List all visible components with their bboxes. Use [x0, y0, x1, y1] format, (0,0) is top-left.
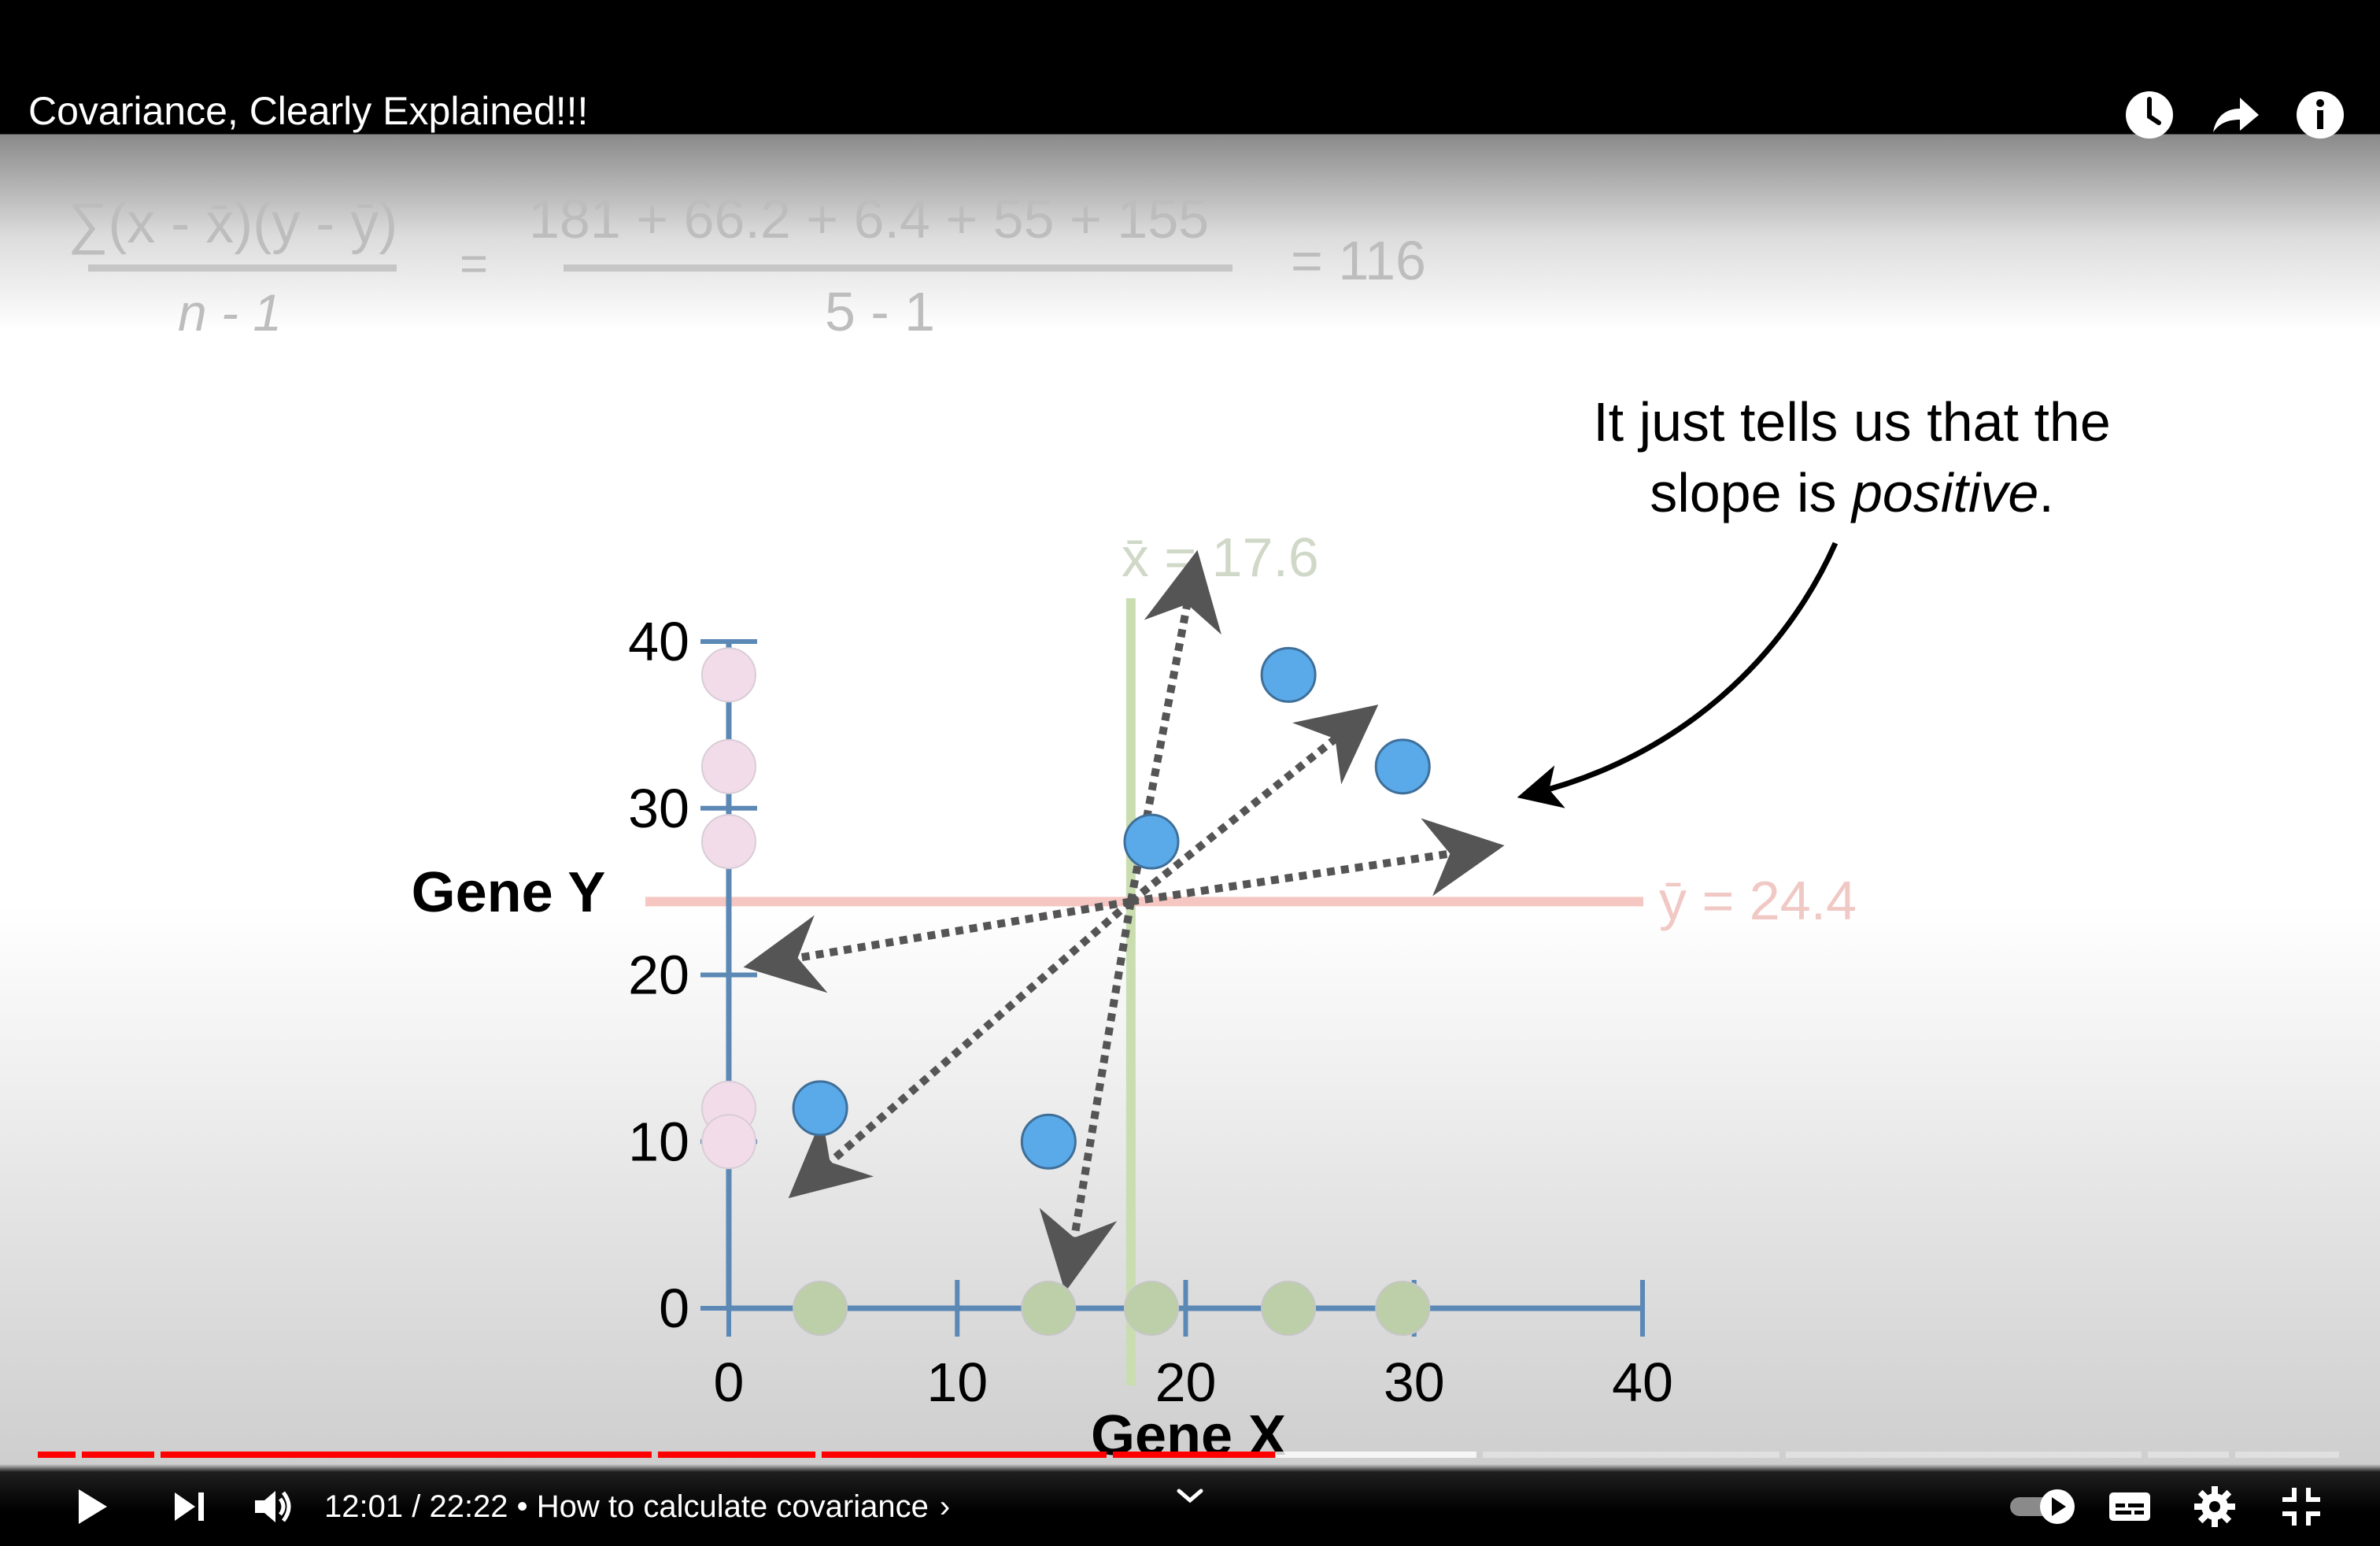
y-projection-point	[701, 647, 756, 703]
chapter-separator: •	[508, 1489, 537, 1524]
autoplay-toggle-icon[interactable]	[2007, 1483, 2082, 1530]
y-projection-point	[701, 814, 756, 870]
callout-line1: It just tells us that the	[1593, 391, 2111, 453]
exit-fullscreen-icon[interactable]	[2278, 1483, 2325, 1530]
progress-segment-played	[38, 1452, 76, 1458]
progress-segment-played	[82, 1452, 154, 1458]
formula-equals: =	[460, 237, 488, 291]
x-tick-label: 20	[1155, 1352, 1217, 1413]
y-axis-title: Gene Y	[412, 861, 606, 924]
x-projection-point	[1021, 1281, 1077, 1336]
progress-segment-buffered	[1113, 1452, 1476, 1458]
progress-segment-track	[1786, 1452, 2142, 1458]
callout-arrow	[1517, 542, 1839, 808]
formula: ∑(x - x̄)(y - ȳ) n - 1 = 181 + 66.2 + 6.…	[68, 188, 1426, 342]
time-current: 12:01	[324, 1489, 404, 1524]
progress-bar[interactable]	[0, 1447, 2380, 1463]
dotted-arrow	[1039, 901, 1135, 1293]
share-icon[interactable]	[2208, 88, 2262, 142]
progress-segment-played	[658, 1452, 815, 1458]
progress-segment-played	[161, 1452, 652, 1458]
next-icon[interactable]	[165, 1483, 213, 1530]
x-projection-point	[793, 1281, 848, 1336]
x-tick-label: 40	[1612, 1352, 1673, 1413]
volume-icon[interactable]	[249, 1483, 296, 1530]
dotted-arrow	[1128, 705, 1379, 905]
chapter-title[interactable]: How to calculate covariance	[536, 1489, 929, 1524]
x-tick-label: 10	[926, 1352, 988, 1413]
y-mean-label: ȳ = 24.4	[1659, 870, 1857, 931]
formula-middle-numerator: 181 + 66.2 + 6.4 + 55 + 155	[529, 188, 1209, 250]
data-point	[1374, 738, 1431, 795]
y-tick-label: 0	[659, 1278, 689, 1339]
x-projection-point	[1123, 1281, 1179, 1336]
settings-icon[interactable]	[2191, 1483, 2238, 1530]
dotted-arrow	[743, 897, 1132, 993]
dotted-arrow	[1126, 549, 1221, 903]
formula-left-denominator: n - 1	[178, 283, 282, 342]
y-projection-point	[701, 738, 756, 794]
play-icon[interactable]	[68, 1483, 115, 1530]
video-title[interactable]: Covariance, Clearly Explained!!!	[28, 89, 589, 133]
control-bar	[0, 1464, 2380, 1546]
data-point	[1123, 813, 1180, 870]
time-display: 12:01 / 22:22 • How to calculate covaria…	[324, 1484, 1426, 1529]
x-mean-label: x̄ = 17.6	[1122, 527, 1319, 588]
y-tick-label: 20	[628, 945, 689, 1006]
callout: It just tells us that the slope is posit…	[1517, 391, 2111, 808]
dotted-arrow	[788, 898, 1134, 1199]
top-bar: Covariance, Clearly Explained!!!	[0, 0, 2380, 139]
x-projection-point	[1261, 1281, 1317, 1336]
formula-result: = 116	[1291, 230, 1426, 291]
dotted-arrow	[1130, 818, 1505, 906]
data-point	[792, 1080, 848, 1137]
y-tick-label: 40	[628, 611, 689, 672]
x-projection-point	[1375, 1281, 1431, 1336]
progress-segment-played	[822, 1452, 1107, 1458]
data-point	[1020, 1113, 1077, 1170]
x-tick-label: 0	[714, 1352, 745, 1413]
y-tick-label: 10	[628, 1111, 689, 1172]
watch-later-icon[interactable]	[2123, 88, 2176, 142]
chapter-chevron[interactable]: ›	[939, 1489, 951, 1524]
progress-segment-track	[2235, 1452, 2339, 1458]
y-projection-point	[701, 1114, 756, 1170]
formula-middle-denominator: 5 - 1	[825, 281, 935, 342]
formula-middle-bar	[564, 264, 1232, 272]
formula-left-bar	[88, 264, 397, 272]
progress-segment-played	[1113, 1452, 1276, 1458]
time-separator: /	[403, 1489, 430, 1524]
subtitles-icon[interactable]	[2106, 1483, 2153, 1530]
formula-left-numerator: ∑(x - x̄)(y - ȳ)	[68, 192, 397, 255]
info-icon[interactable]	[2293, 88, 2347, 142]
chevron-down-icon[interactable]	[1166, 1474, 1214, 1521]
data-point	[1260, 646, 1317, 703]
progress-segment-track	[1483, 1452, 1779, 1458]
y-tick-label: 30	[628, 778, 689, 839]
progress-segment-track	[2148, 1452, 2229, 1458]
x-tick-label: 30	[1384, 1352, 1445, 1413]
callout-line2: slope is positive.	[1650, 462, 2054, 523]
time-total: 22:22	[429, 1489, 508, 1524]
